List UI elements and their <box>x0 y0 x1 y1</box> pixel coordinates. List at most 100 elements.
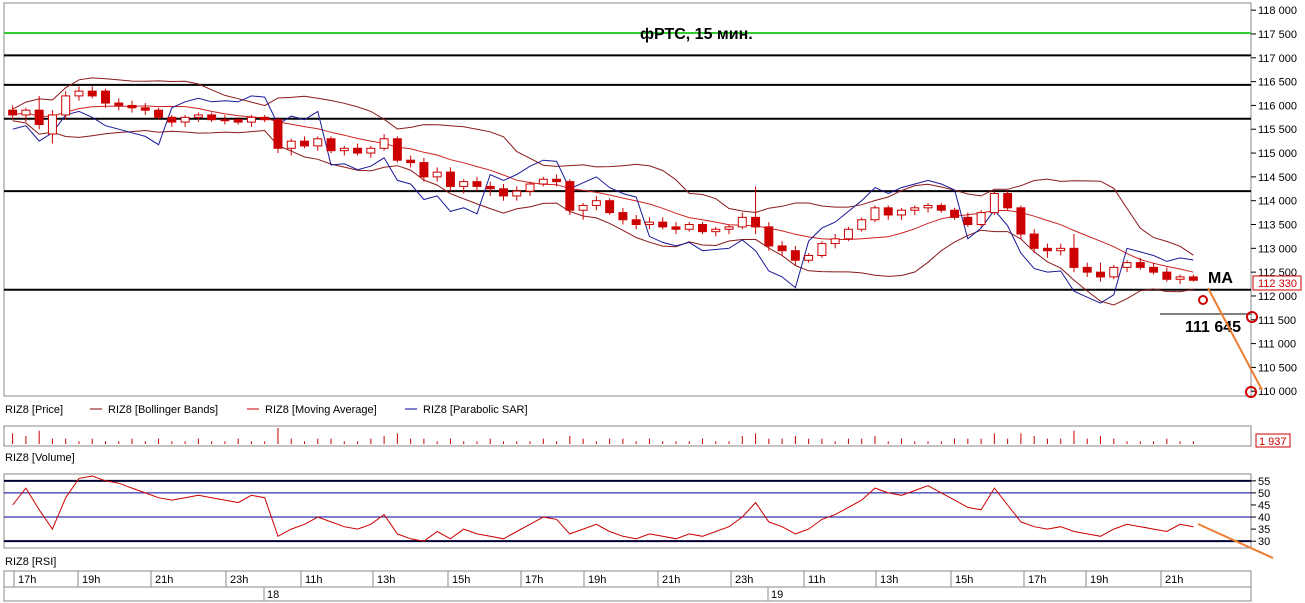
day-tick-label: 18 <box>267 589 279 601</box>
legend-price: RIZ8 [Price] <box>5 404 63 416</box>
candle-body <box>790 250 800 261</box>
candle-body <box>47 114 57 135</box>
marker-circle-2 <box>1246 311 1258 323</box>
candle-body <box>857 219 867 230</box>
volume-bars <box>12 428 1194 444</box>
candle-body <box>1149 266 1159 273</box>
candle-body <box>273 119 283 149</box>
candle-body <box>127 104 137 109</box>
candle-body <box>339 147 349 152</box>
volume-last-box: 1 937 <box>1255 433 1291 448</box>
candle-body <box>578 204 588 211</box>
price-axis: 118 000 117 500 117 000 116 500 116 000 115 5… <box>1251 5 1297 398</box>
legend-ma: RIZ8 [Moving Average] <box>265 404 377 416</box>
candle-body <box>1109 266 1119 278</box>
candle-body <box>751 216 761 228</box>
time-tick-label: 23h <box>735 574 753 586</box>
candle-body <box>1042 247 1052 252</box>
rsi-tick-label: 30 <box>1258 536 1270 548</box>
candle-body <box>684 224 694 230</box>
candle-body <box>1029 233 1039 249</box>
candle-body <box>1175 276 1185 280</box>
candle-body <box>21 109 31 116</box>
candle-body <box>432 171 442 178</box>
candle-body <box>233 119 243 123</box>
time-ticks: 17h 19h 21h 23h 11h 13h 15h 17h 19h 21h 23h 11h 13h 1… <box>13 571 1183 587</box>
candle-body <box>1135 262 1145 268</box>
time-tick-label: 19h <box>82 574 100 586</box>
candle-body <box>1016 207 1026 235</box>
rsi-grid <box>4 479 1251 543</box>
candle-body <box>101 90 110 104</box>
legend-sar: RIZ8 [Parabolic SAR] <box>423 404 528 416</box>
price-tick-label: 114 000 <box>1258 196 1297 208</box>
price-tick-label: 116 500 <box>1258 77 1297 89</box>
rsi-tick-label: 55 <box>1258 476 1270 488</box>
candle-body <box>698 224 707 233</box>
candle-body <box>34 109 44 125</box>
candle-body <box>419 162 429 178</box>
time-tick-label: 19h <box>588 574 606 586</box>
candle-body <box>313 138 323 147</box>
candle-body <box>923 204 933 209</box>
bollinger-lower-line <box>12 120 1194 306</box>
time-tick-label: 11h <box>808 574 826 586</box>
candle-body <box>777 245 787 252</box>
candle-body <box>764 226 774 247</box>
time-tick-label: 11h <box>305 574 323 586</box>
price-tick-label: 111 000 <box>1258 339 1296 351</box>
price-tick-label: 115 000 <box>1258 148 1297 160</box>
rsi-tick-label: 45 <box>1258 500 1270 512</box>
time-tick-label: 15h <box>955 574 973 586</box>
price-tick-label: 117 000 <box>1258 53 1297 65</box>
candle-body <box>366 147 376 154</box>
candle-body <box>1122 262 1132 268</box>
time-tick-label: 23h <box>230 574 248 586</box>
candle-body <box>883 207 893 216</box>
candle-body <box>631 219 641 226</box>
time-tick-label: 21h <box>662 574 680 586</box>
time-tick-label: 19h <box>1090 574 1108 586</box>
candle-body <box>445 171 455 187</box>
price-tick-label: 117 500 <box>1258 29 1297 41</box>
rsi-series-line <box>12 475 1194 542</box>
candle-body <box>830 238 840 245</box>
candle-body <box>326 138 336 152</box>
volume-panel <box>3 425 1252 447</box>
candle-body <box>87 90 97 97</box>
candle-body <box>538 178 548 185</box>
candle-body <box>950 209 960 218</box>
candle-body <box>379 138 389 149</box>
candle-body <box>8 109 18 116</box>
time-tick-label: 17h <box>1028 574 1046 586</box>
candle-body <box>180 116 190 123</box>
candle-body <box>472 181 482 187</box>
candle-body <box>989 193 999 214</box>
forecast-arrow-rsi <box>1197 523 1274 559</box>
price-tick-label: 111 500 <box>1258 315 1296 327</box>
candle-body <box>724 226 734 230</box>
candle-body <box>711 228 721 233</box>
candle-body <box>1096 271 1105 278</box>
candle-body <box>485 185 495 190</box>
candle-body <box>1003 193 1013 209</box>
candle-body <box>286 140 296 149</box>
time-tick-label: 13h <box>377 574 395 586</box>
volume-last-label: 1 937 <box>1259 436 1287 448</box>
rsi-label: RIZ8 [RSI] <box>5 556 56 568</box>
marker-circle-3 <box>1245 386 1257 398</box>
rsi-line <box>12 475 1194 542</box>
time-tick-label: 17h <box>525 574 543 586</box>
candle-body <box>300 140 309 147</box>
candle-body <box>392 138 402 161</box>
candle-body <box>976 212 986 226</box>
candle-body <box>591 200 601 206</box>
candle-body <box>1082 266 1092 273</box>
candle-body <box>565 181 575 211</box>
candle-body <box>618 212 628 221</box>
candle-body <box>140 107 150 111</box>
candle-body <box>1069 247 1079 268</box>
price-tick-label: 110 500 <box>1258 362 1297 374</box>
forecast-arrow-price <box>1207 287 1263 391</box>
candle-body <box>936 204 946 211</box>
